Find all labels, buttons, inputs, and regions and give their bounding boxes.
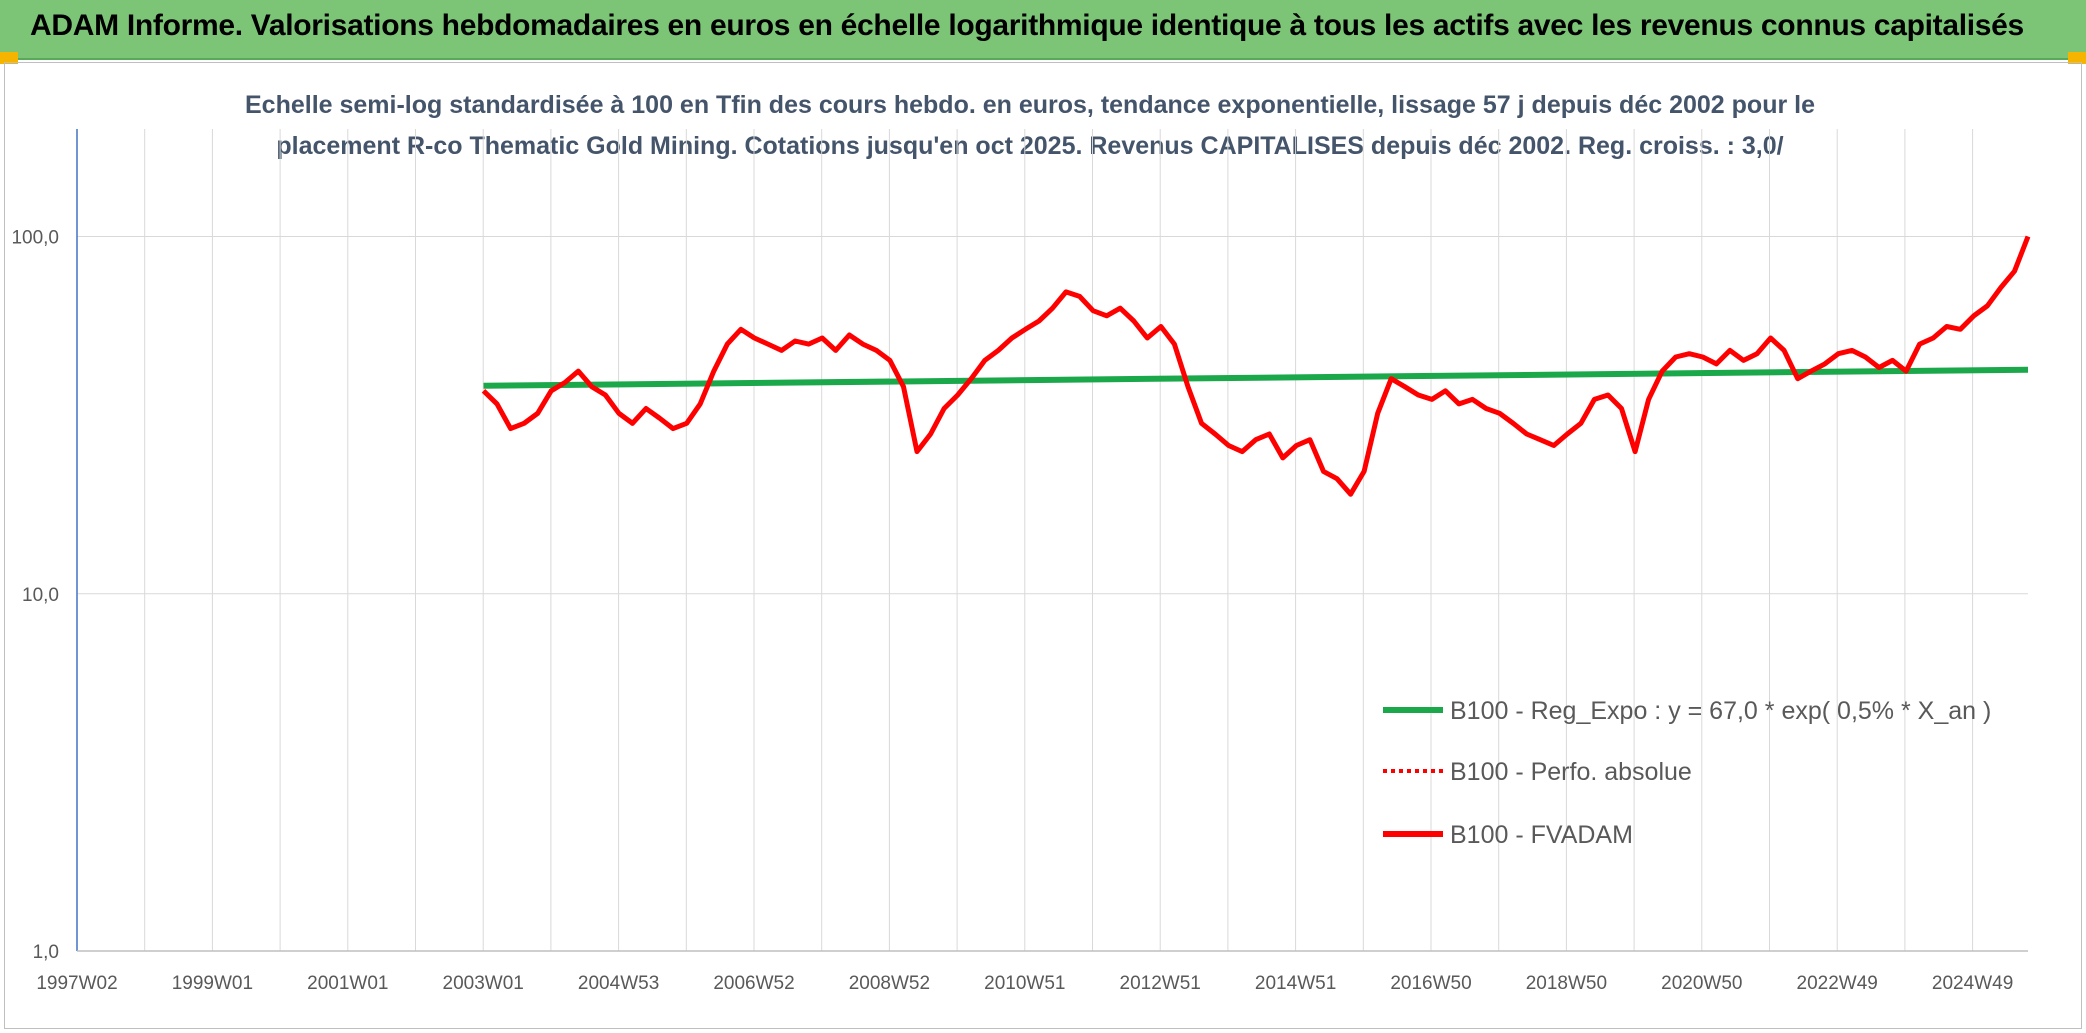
x-tick-label: 2016W50 [1390, 973, 1471, 994]
legend-label: B100 - Reg_Expo : y = 67,0 * exp( 0,5% *… [1450, 697, 1991, 725]
chart-frame [4, 62, 2082, 1029]
x-tick-label: 2020W50 [1661, 973, 1742, 994]
y-tick-label: 10,0 [22, 585, 59, 606]
x-tick-label: 2012W51 [1120, 973, 1201, 994]
corner-marker-right [2068, 52, 2086, 64]
report-banner: ADAM Informe. Valorisations hebdomadaire… [0, 0, 2086, 60]
x-tick-label: 1997W02 [36, 973, 117, 994]
x-tick-label: 2008W52 [849, 973, 930, 994]
chart-title-line-1: Echelle semi-log standardisée à 100 en T… [245, 91, 1815, 119]
legend-label: B100 - FVADAM [1450, 821, 1633, 849]
corner-marker-left [0, 52, 18, 64]
series-line-reg-expo [483, 366, 2029, 389]
y-tick-label: 1,0 [33, 942, 59, 963]
x-tick-label: 2024W49 [1932, 973, 2013, 994]
legend-label: B100 - Perfo. absolue [1450, 758, 1692, 786]
x-tick-label: 2018W50 [1526, 973, 1607, 994]
y-tick-label: 100,0 [11, 228, 59, 249]
x-tick-label: 1999W01 [172, 973, 253, 994]
x-tick-label: 2014W51 [1255, 973, 1336, 994]
report-title: ADAM Informe. Valorisations hebdomadaire… [30, 9, 2024, 42]
x-tick-label: 2004W53 [578, 973, 659, 994]
x-tick-label: 2010W51 [984, 973, 1065, 994]
x-tick-label: 2003W01 [443, 973, 524, 994]
x-tick-label: 2022W49 [1797, 973, 1878, 994]
x-tick-label: 2001W01 [307, 973, 388, 994]
series-line-fvadam [481, 235, 2031, 497]
x-tick-label: 2006W52 [713, 973, 794, 994]
chart-title-line-2: placement R-co Thematic Gold Mining. Cot… [276, 132, 1784, 160]
